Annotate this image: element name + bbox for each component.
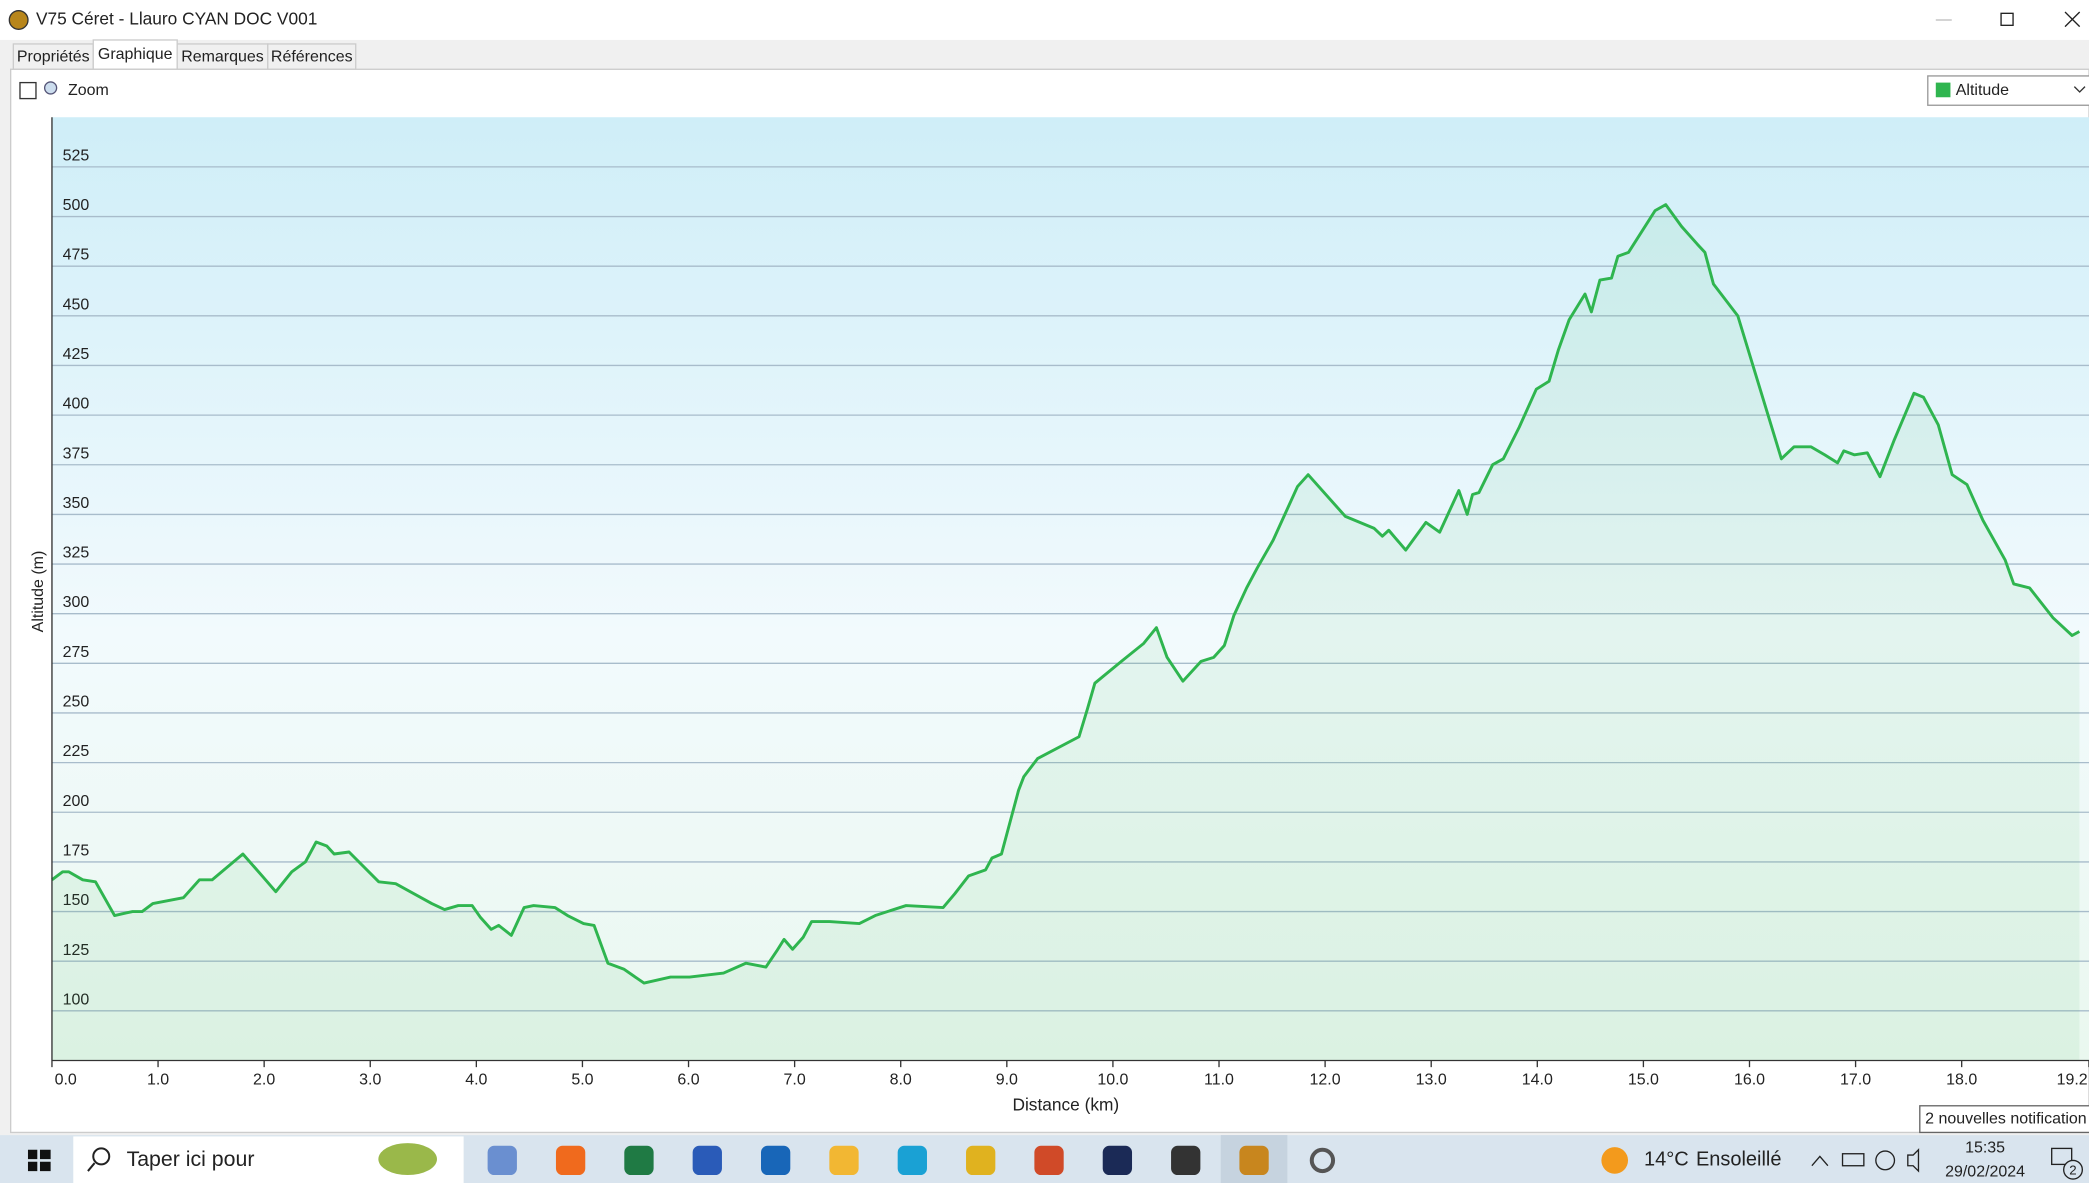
search-illustration <box>378 1143 437 1175</box>
temperature: 14°C <box>1644 1149 1689 1171</box>
x-tick-label: 10.0 <box>1097 1072 1128 1089</box>
notification-tooltip-text: 2 nouvelles notification <box>1925 1110 2087 1127</box>
x-tick-label: 14.0 <box>1522 1072 1553 1089</box>
taskbar-app[interactable] <box>898 1146 927 1175</box>
weather-text: Ensoleillé <box>1696 1149 1781 1171</box>
y-tick-label: 375 <box>63 445 90 462</box>
taskbar-app[interactable] <box>1171 1146 1200 1175</box>
x-tick-label: 19.2 <box>2057 1072 2088 1089</box>
x-tick-label: 17.0 <box>1840 1072 1871 1089</box>
y-tick-label: 275 <box>63 644 90 661</box>
x-tick-label: 8.0 <box>890 1072 912 1089</box>
taskbar-app[interactable] <box>1103 1146 1132 1175</box>
y-axis-label: Altitude (m) <box>30 551 47 633</box>
zoom-label: Zoom <box>68 82 109 99</box>
y-tick-label: 525 <box>63 147 90 164</box>
y-tick-label: 475 <box>63 247 90 264</box>
tab-label: Remarques <box>181 49 264 66</box>
x-tick-label: 4.0 <box>465 1072 487 1089</box>
screenshot: V75 Céret - Llauro CYAN DOC V001 Proprié… <box>0 0 2089 1183</box>
x-tick-label: 2.0 <box>253 1072 275 1089</box>
series-dropdown-label: Altitude <box>1956 82 2009 99</box>
zoom-checkbox[interactable] <box>20 83 36 99</box>
y-tick-label: 225 <box>63 743 90 760</box>
y-tick-label: 325 <box>63 545 90 562</box>
x-tick-label: 5.0 <box>571 1072 593 1089</box>
y-tick-label: 500 <box>63 197 90 214</box>
y-tick-label: 425 <box>63 346 90 363</box>
y-tick-label: 300 <box>63 594 90 611</box>
search-placeholder: Taper ici pour <box>127 1147 255 1171</box>
clock-time[interactable]: 15:35 <box>1965 1140 2005 1157</box>
taskbar-app[interactable] <box>1034 1146 1063 1175</box>
weather-icon <box>1601 1147 1628 1174</box>
app-icon <box>9 11 28 30</box>
taskbar-app[interactable] <box>624 1146 653 1175</box>
y-tick-label: 200 <box>63 793 90 810</box>
x-tick-label: 13.0 <box>1416 1072 1447 1089</box>
tab-label: Propriétés <box>17 49 90 66</box>
taskbar-app[interactable] <box>829 1146 858 1175</box>
x-tick-label: 18.0 <box>1946 1072 1977 1089</box>
x-tick-label: 0.0 <box>55 1072 77 1089</box>
y-tick-label: 450 <box>63 296 90 313</box>
y-tick-label: 400 <box>63 396 90 413</box>
taskbar-app[interactable] <box>693 1146 722 1175</box>
series-swatch <box>1936 83 1951 98</box>
y-tick-label: 175 <box>63 842 90 859</box>
x-tick-label: 12.0 <box>1310 1072 1341 1089</box>
x-tick-label: 15.0 <box>1628 1072 1659 1089</box>
tab-label: Graphique <box>98 46 173 63</box>
x-tick-label: 6.0 <box>677 1072 699 1089</box>
clock-date[interactable]: 29/02/2024 <box>1945 1164 2025 1181</box>
x-tick-label: 7.0 <box>784 1072 806 1089</box>
tab-label: Références <box>271 49 353 66</box>
taskbar-app[interactable] <box>966 1146 995 1175</box>
x-tick-label: 1.0 <box>147 1072 169 1089</box>
x-tick-label: 11.0 <box>1204 1072 1234 1089</box>
taskbar-app[interactable] <box>1239 1146 1268 1175</box>
x-axis-label: Distance (km) <box>1012 1094 1119 1114</box>
zoom-icon <box>45 82 57 94</box>
window-title: V75 Céret - Llauro CYAN DOC V001 <box>36 9 317 29</box>
screen: V75 Céret - Llauro CYAN DOC V001 Proprié… <box>0 0 2089 1183</box>
y-tick-label: 350 <box>63 495 90 512</box>
taskbar-app[interactable] <box>488 1146 517 1175</box>
x-tick-label: 16.0 <box>1734 1072 1765 1089</box>
taskbar-app[interactable] <box>761 1146 790 1175</box>
page: V75 Céret - Llauro CYAN DOC V001 Proprié… <box>0 0 2089 1183</box>
taskbar-app[interactable] <box>556 1146 585 1175</box>
y-tick-label: 250 <box>63 694 90 711</box>
notification-badge-count: 2 <box>2069 1163 2076 1178</box>
x-tick-label: 9.0 <box>996 1072 1018 1089</box>
x-tick-label: 3.0 <box>359 1072 381 1089</box>
